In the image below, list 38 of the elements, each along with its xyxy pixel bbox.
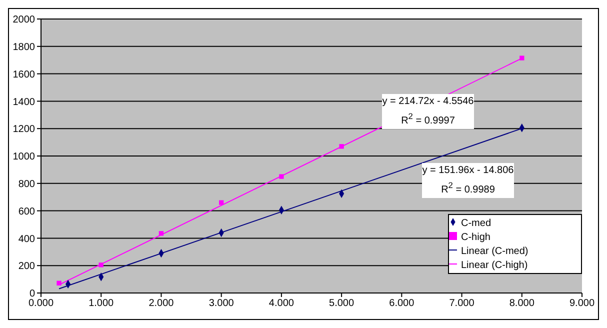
point xyxy=(218,200,224,205)
y-tick-label: 1800 xyxy=(12,42,36,53)
x-tick-label: 9.000 xyxy=(569,298,595,310)
y-tick-label: 200 xyxy=(18,261,36,272)
point xyxy=(98,262,104,268)
x-tick-label: 7.000 xyxy=(449,298,475,310)
x-tick-label: 0.000 xyxy=(28,298,54,310)
y-tick-label: 1200 xyxy=(12,124,36,136)
y-tick-label: 0 xyxy=(29,288,36,300)
point xyxy=(339,144,344,149)
legend-label: Linear (C-high) xyxy=(461,260,528,271)
legend-label: C-high xyxy=(461,232,490,243)
annotation: R$^{2}$ = 0.9989 xyxy=(440,179,496,198)
note-box: y = 151.96x - 14.806 R$^{2}$ = 0.9989 xyxy=(422,163,514,198)
point xyxy=(279,174,284,179)
x-tick-label: 2.000 xyxy=(148,298,174,310)
x-tick-label: 5.000 xyxy=(329,298,355,310)
x-tick-label: 1.000 xyxy=(88,298,114,310)
x-tick-label: 4.000 xyxy=(268,298,294,310)
x-tick-label: 8.000 xyxy=(509,298,535,310)
point xyxy=(56,280,62,286)
y-tick-label: 1400 xyxy=(12,96,36,108)
annotation: R$^{2}$ = 0.9997 xyxy=(400,110,456,128)
legend-label: Linear (C-med) xyxy=(461,246,528,257)
y-tick-label: 2000 xyxy=(12,14,36,26)
legend-label: C-med xyxy=(461,218,492,229)
annotation: y = 214.72x - 4.5546 xyxy=(382,95,474,109)
y-tick-label: 1000 xyxy=(12,152,36,163)
point xyxy=(158,231,164,236)
y-tick-label: 1600 xyxy=(12,69,36,80)
note-box: y = 214.72x - 4.5546 R$^{2}$ = 0.9997 xyxy=(382,94,474,130)
annotation: y = 151.96x - 14.806 xyxy=(422,164,514,178)
y-tick-label: 400 xyxy=(18,234,36,245)
y-tick-label: 800 xyxy=(18,178,36,190)
x-tick-label: 3.000 xyxy=(208,298,234,310)
point xyxy=(520,56,524,60)
x-tick-label: 6.000 xyxy=(389,298,415,310)
y-tick-label: 600 xyxy=(18,206,36,218)
